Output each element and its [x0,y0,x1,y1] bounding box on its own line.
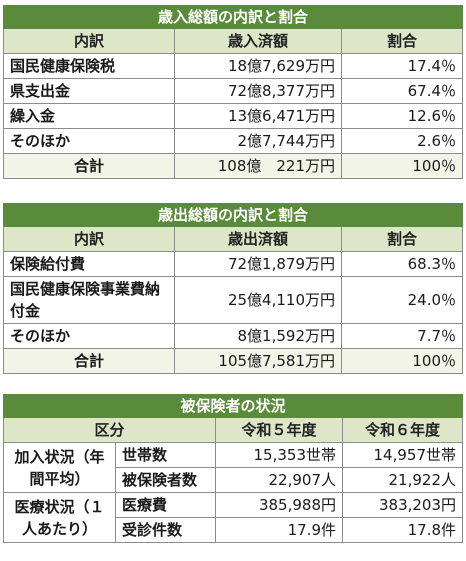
row-label: 国民健康保険税 [3,53,175,79]
total-label: 合計 [3,153,175,179]
row-amount: 72億8,377万円 [174,78,342,104]
row-r5: 17.9件 [215,517,343,543]
expenditure-header-ratio: 割合 [340,226,464,252]
row-r5: 385,988円 [215,492,343,518]
table-row: 保険給付費 72億1,879万円 68.3％ [3,251,464,277]
row-r5: 15,353世帯 [215,442,343,468]
revenue-table: 歳入総額の内訳と割合 内訳 歳入済額 割合 国民健康保険税 18億7,629万円… [2,5,464,179]
insured-header-r5: 令和５年度 [215,417,343,443]
expenditure-header-breakdown: 内訳 [3,226,175,252]
table-row: そのほか 2億7,744万円 2.6％ [3,128,464,154]
total-row: 合計 108億 221万円 100％ [3,153,464,179]
expenditure-table: 歳出総額の内訳と割合 内訳 歳出済額 割合 保険給付費 72億1,879万円 6… [2,203,464,374]
table-row: 受診件数 17.9件 17.8件 [4,517,464,543]
expenditure-header-amount: 歳出済額 [174,226,342,252]
row-label: 国民健康保険事業費納付金 [3,276,175,324]
row-ratio: 17.4％ [340,53,464,79]
row-item: 医療費 [115,492,216,518]
row-item: 被保険者数 [115,467,216,493]
row-r6: 21,922人 [341,467,464,493]
revenue-header-ratio: 割合 [340,28,464,54]
total-amount: 105億7,581万円 [174,348,342,374]
table-row: 繰入金 13億6,471万円 12.6％ [3,103,464,129]
row-ratio: 24.0％ [340,276,464,324]
row-amount: 8億1,592万円 [174,323,342,349]
table-row: 国民健康保険事業費納付金 25億4,110万円 24.0％ [3,276,464,324]
row-ratio: 2.6％ [340,128,464,154]
revenue-header-amount: 歳入済額 [174,28,342,54]
row-r5: 22,907人 [215,467,343,493]
total-ratio: 100％ [340,348,464,374]
row-amount: 72億1,879万円 [174,251,342,277]
row-amount: 2億7,744万円 [174,128,342,154]
row-r6: 17.8件 [341,517,464,543]
table-row: 医療状況（１人あたり） 医療費 385,988円 383,203円 [3,492,464,543]
row-ratio: 12.6％ [340,103,464,129]
table-row: 県支出金 72億8,377万円 67.4％ [3,78,464,104]
row-label: 県支出金 [3,78,175,104]
total-ratio: 100％ [340,153,464,179]
insured-title: 被保険者の状況 [2,394,464,418]
group-label-medical: 医療状況（１人あたり） [3,492,116,543]
row-label: そのほか [3,128,175,154]
row-amount: 25億4,110万円 [174,276,342,324]
total-amount: 108億 221万円 [174,153,342,179]
row-r6: 383,203円 [341,492,464,518]
row-amount: 18億7,629万円 [174,53,342,79]
insured-header-r6: 令和６年度 [341,417,464,443]
table-row: 国民健康保険税 18億7,629万円 17.4％ [3,53,464,79]
row-ratio: 68.3％ [340,251,464,277]
row-amount: 13億6,471万円 [174,103,342,129]
total-row: 合計 105億7,581万円 100％ [3,348,464,374]
row-r6: 14,957世帯 [341,442,464,468]
insured-header-category: 区分 [3,417,216,443]
table-row: そのほか 8億1,592万円 7.7％ [3,323,464,349]
table-row: 被保険者数 22,907人 21,922人 [4,467,464,493]
revenue-header-breakdown: 内訳 [3,28,175,54]
row-item: 受診件数 [115,517,216,543]
revenue-title: 歳入総額の内訳と割合 [2,5,464,29]
total-label: 合計 [3,348,175,374]
row-label: そのほか [3,323,175,349]
row-item: 世帯数 [115,442,216,468]
row-label: 繰入金 [3,103,175,129]
row-label: 保険給付費 [3,251,175,277]
row-ratio: 7.7％ [340,323,464,349]
group-label-enrollment: 加入状況（年間平均） [3,442,116,493]
table-row: 加入状況（年間平均） 世帯数 15,353世帯 14,957世帯 [3,442,464,493]
expenditure-title: 歳出総額の内訳と割合 [2,203,464,227]
row-ratio: 67.4％ [340,78,464,104]
insured-table: 被保険者の状況 区分 令和５年度 令和６年度 加入状況（年間平均） 世帯数 15… [2,394,464,543]
